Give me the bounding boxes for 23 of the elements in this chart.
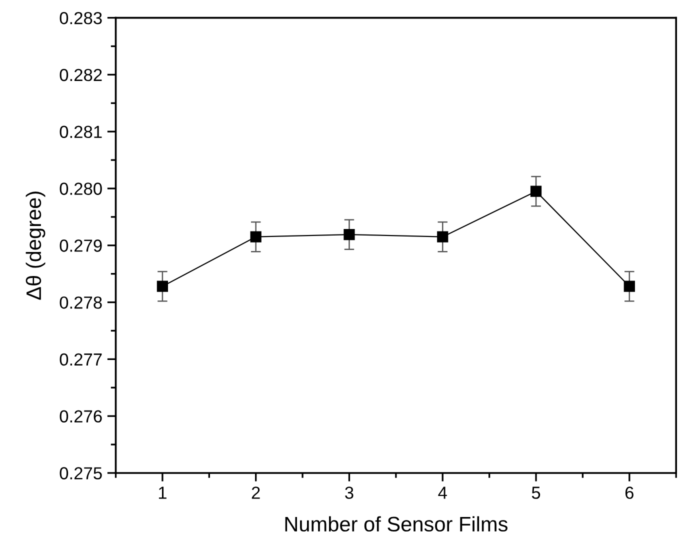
x-axis-title: Number of Sensor Films: [285, 516, 508, 532]
x-tick-label: 4: [438, 486, 447, 499]
y-tick-label: 0.280: [60, 182, 102, 195]
y-tick-label: 0.277: [60, 353, 102, 366]
x-tick-label: 2: [252, 486, 260, 499]
point: [624, 280, 635, 292]
x-tick-label: 3: [345, 486, 354, 499]
y-tick-label: 0.283: [60, 12, 102, 24]
point: [530, 186, 542, 197]
x-tick-label: 5: [532, 486, 540, 499]
x-tick-label: 6: [625, 486, 634, 499]
y-tick-label: 0.282: [60, 68, 102, 82]
y-tick-label: 0.278: [60, 296, 102, 309]
y-axis-title: Δθ (degree): [26, 192, 46, 300]
y-tick-label: 0.276: [60, 410, 102, 423]
point: [344, 229, 355, 240]
x-tick-label: 1: [158, 486, 166, 499]
point: [250, 231, 262, 242]
y-tick-label: 0.275: [60, 467, 102, 480]
point: [156, 280, 168, 292]
y-tick-label: 0.281: [60, 126, 102, 138]
point: [437, 231, 448, 242]
y-tick-label: 0.279: [60, 240, 102, 252]
